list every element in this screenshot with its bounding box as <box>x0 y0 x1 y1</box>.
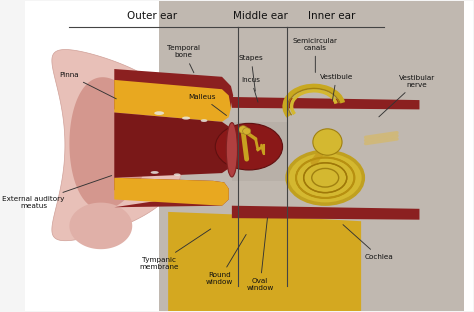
Text: Vestibular
nerve: Vestibular nerve <box>379 75 435 117</box>
Ellipse shape <box>182 117 190 120</box>
Polygon shape <box>114 80 231 122</box>
Ellipse shape <box>151 171 159 174</box>
Ellipse shape <box>201 119 208 122</box>
Text: Temporal
bone: Temporal bone <box>167 46 201 73</box>
Ellipse shape <box>174 173 181 176</box>
Text: Middle ear: Middle ear <box>233 11 288 21</box>
Polygon shape <box>114 113 231 178</box>
Ellipse shape <box>238 126 247 134</box>
Text: Pinna: Pinna <box>60 72 116 99</box>
Text: Tympanic
membrane: Tympanic membrane <box>139 229 211 270</box>
Polygon shape <box>69 77 150 210</box>
Polygon shape <box>69 202 132 249</box>
Polygon shape <box>232 97 419 110</box>
Polygon shape <box>168 212 361 311</box>
Circle shape <box>287 151 364 204</box>
Ellipse shape <box>226 123 237 177</box>
Text: Oval
window: Oval window <box>246 218 274 291</box>
Circle shape <box>312 168 339 187</box>
Polygon shape <box>114 178 229 206</box>
Polygon shape <box>114 178 229 207</box>
Text: Incus: Incus <box>242 77 261 102</box>
Text: Outer ear: Outer ear <box>128 11 177 21</box>
Polygon shape <box>232 122 287 181</box>
Circle shape <box>296 158 355 198</box>
Text: Vestibule: Vestibule <box>320 74 353 100</box>
Ellipse shape <box>154 111 164 115</box>
Polygon shape <box>114 69 233 114</box>
Circle shape <box>304 163 347 193</box>
Polygon shape <box>159 1 465 311</box>
Ellipse shape <box>243 128 251 134</box>
Text: Round
window: Round window <box>206 235 246 285</box>
Polygon shape <box>52 50 186 241</box>
Text: Malleus: Malleus <box>188 94 227 115</box>
Text: Semicircular
canals: Semicircular canals <box>293 38 338 72</box>
Text: Inner ear: Inner ear <box>308 11 356 21</box>
Text: External auditory
meatus: External auditory meatus <box>2 176 112 209</box>
Ellipse shape <box>313 129 342 155</box>
Circle shape <box>215 123 283 170</box>
Text: Cochlea: Cochlea <box>343 225 393 260</box>
Text: Stapes: Stapes <box>239 55 264 91</box>
Polygon shape <box>232 206 419 220</box>
